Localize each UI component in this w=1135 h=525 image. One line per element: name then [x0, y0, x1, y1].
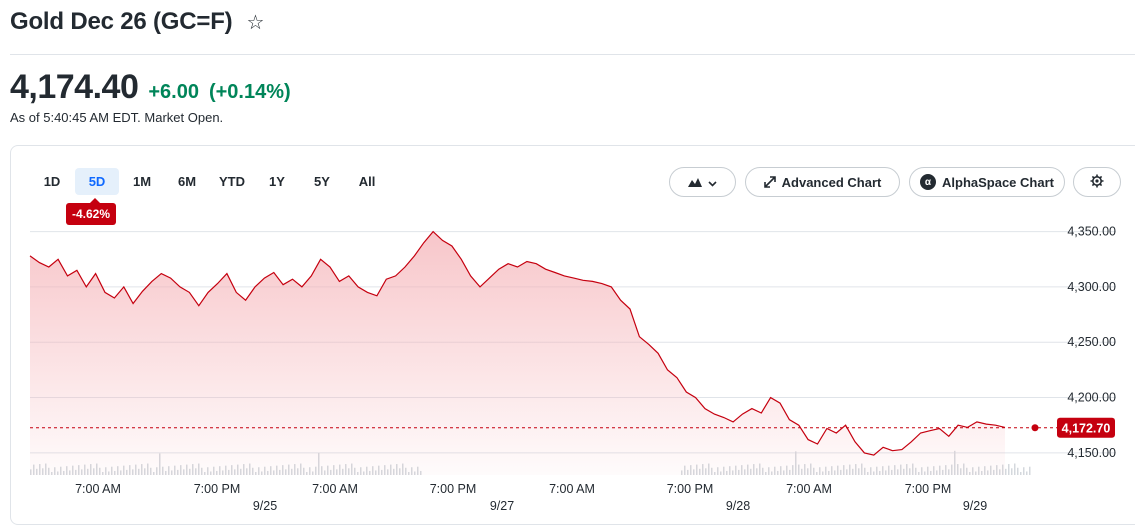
x-time-tick-label: 7:00 PM [430, 482, 477, 496]
chart-type-button[interactable] [669, 167, 736, 197]
chevron-down-icon [708, 175, 717, 190]
volume-bar [1026, 471, 1028, 475]
header-divider [10, 54, 1135, 55]
range-1d[interactable]: 1D [43, 174, 61, 189]
x-time-tick-label: 7:00 AM [312, 482, 358, 496]
expand-icon [763, 176, 776, 188]
gear-icon [1090, 174, 1104, 191]
current-price: 4,174.40 [10, 68, 139, 106]
x-date-tick-label: 9/25 [253, 499, 277, 513]
alphaspace-chart-button[interactable]: α AlphaSpace Chart [909, 167, 1065, 197]
advanced-chart-label: Advanced Chart [781, 174, 882, 190]
range-change-badge: -4.62% [66, 198, 117, 225]
range-selector: 1D 5D 1M 6M YTD 1Y 5Y All [30, 168, 390, 195]
volume-bar [1020, 472, 1022, 475]
alphaspace-logo-icon: α [920, 174, 936, 190]
star-icon[interactable]: ☆ [246, 11, 265, 34]
range-5d[interactable]: 5D [75, 168, 119, 195]
x-time-tick-label: 7:00 AM [549, 482, 595, 496]
range-all[interactable]: All [358, 174, 376, 189]
volume-bar [1008, 464, 1010, 475]
volume-bar [1023, 467, 1025, 475]
price-change: +6.00 [148, 81, 199, 103]
volume-bar [1017, 467, 1019, 475]
mountain-chart-icon [688, 177, 702, 187]
current-price-dot [1031, 424, 1039, 432]
current-price-label: 4,172.70 [1062, 421, 1111, 435]
y-tick-label: 4,300.00 [1067, 280, 1116, 294]
y-tick-label: 4,200.00 [1067, 391, 1116, 405]
page-title: Gold Dec 26 (GC=F) [10, 8, 233, 35]
x-time-tick-label: 7:00 PM [194, 482, 241, 496]
range-5y[interactable]: 5Y [314, 174, 330, 189]
x-date-tick-label: 9/28 [726, 499, 750, 513]
range-ytd[interactable]: YTD [219, 174, 245, 189]
volume-bar [1029, 466, 1031, 475]
quote-timestamp: As of 5:40:45 AM EDT. Market Open. [10, 110, 224, 125]
price-area-fill [30, 231, 1005, 475]
volume-bar [1011, 468, 1013, 475]
x-time-tick-label: 7:00 AM [786, 482, 832, 496]
x-date-tick-label: 9/27 [490, 499, 514, 513]
current-price-label-bg [1057, 417, 1115, 438]
x-time-tick-label: 7:00 PM [905, 482, 952, 496]
volume-bar [1005, 468, 1007, 475]
chart-settings-button[interactable] [1073, 167, 1121, 197]
x-time-tick-label: 7:00 PM [667, 482, 714, 496]
y-tick-label: 4,250.00 [1067, 335, 1116, 349]
x-time-tick-label: 7:00 AM [75, 482, 121, 496]
range-1m[interactable]: 1M [132, 174, 152, 189]
x-date-tick-label: 9/29 [963, 499, 987, 513]
quote-summary: 4,174.40 +6.00 (+0.14%) [10, 68, 291, 107]
y-tick-label: 4,150.00 [1067, 446, 1116, 460]
advanced-chart-button[interactable]: Advanced Chart [745, 167, 900, 197]
range-6m[interactable]: 6M [177, 174, 197, 189]
alphaspace-chart-label: AlphaSpace Chart [942, 174, 1054, 190]
volume-bar [1014, 463, 1016, 475]
price-change-percent: (+0.14%) [208, 81, 291, 103]
range-1y[interactable]: 1Y [269, 174, 285, 189]
y-tick-label: 4,350.00 [1067, 225, 1116, 239]
